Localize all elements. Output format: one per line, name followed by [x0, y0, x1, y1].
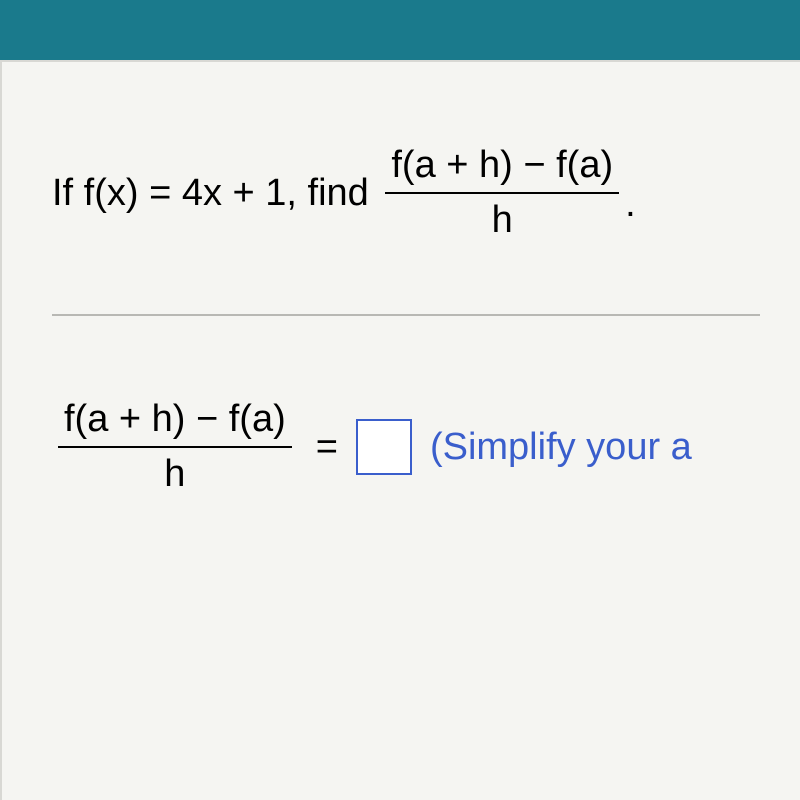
section-divider [52, 314, 760, 316]
fraction-bar [385, 192, 619, 194]
difference-quotient-fraction: f(a + h) − f(a) h [385, 142, 619, 244]
page-background: If f(x) = 4x + 1, find f(a + h) − f(a) h… [0, 60, 800, 800]
problem-period: . [625, 183, 636, 244]
answer-fraction: f(a + h) − f(a) h [58, 396, 292, 498]
answer-row: f(a + h) − f(a) h = (Simplify your a [52, 396, 760, 498]
fraction-numerator: f(a + h) − f(a) [385, 142, 619, 189]
fraction-denominator: h [486, 197, 519, 244]
simplify-instruction: (Simplify your a [430, 426, 692, 469]
problem-statement: If f(x) = 4x + 1, find f(a + h) − f(a) h… [52, 142, 760, 244]
answer-input-box[interactable] [356, 419, 412, 475]
problem-prefix: If f(x) = 4x + 1, find [52, 172, 379, 215]
answer-denominator: h [158, 451, 191, 498]
answer-fraction-bar [58, 446, 292, 448]
answer-numerator: f(a + h) − f(a) [58, 396, 292, 443]
content-area: If f(x) = 4x + 1, find f(a + h) − f(a) h… [2, 62, 800, 538]
equals-sign: = [316, 426, 338, 469]
